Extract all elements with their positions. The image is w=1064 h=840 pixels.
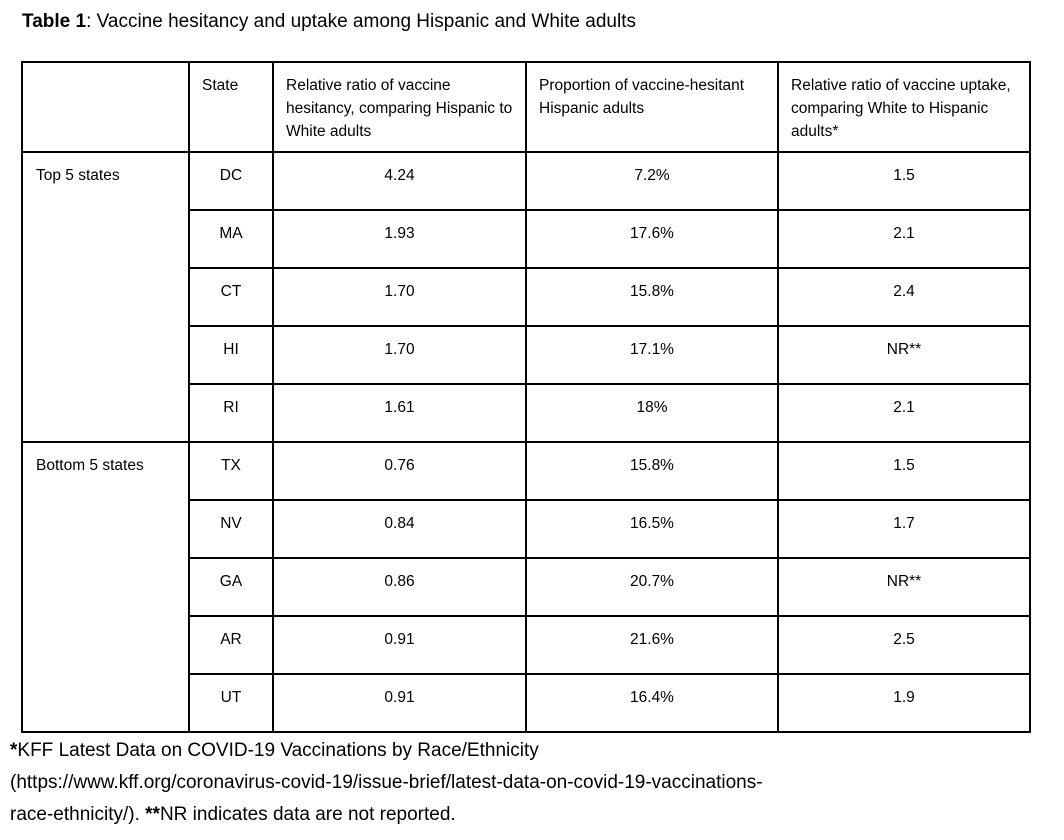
table-row: CT 1.70 15.8% 2.4 [22,267,1031,327]
hesitant-proportion-cell: 15.8% [525,441,779,501]
hesitancy-ratio-cell: 0.91 [272,615,527,675]
table-row: GA 0.86 20.7% NR** [22,557,1031,617]
uptake-ratio-cell: 2.1 [777,209,1031,269]
header-row: State Relative ratio of vaccine hesitanc… [21,61,1031,153]
footnote-nr-text: NR indicates data are not reported. [159,804,456,825]
table-row: HI 1.70 17.1% NR** [22,325,1031,385]
uptake-ratio-cell: 1.5 [777,151,1031,211]
hesitant-proportion-cell: 20.7% [525,557,779,617]
uptake-ratio-cell: 1.9 [777,673,1031,733]
vaccine-data-table: State Relative ratio of vaccine hesitanc… [21,61,1031,733]
hesitancy-ratio-cell: 1.70 [272,325,527,385]
hesitancy-ratio-cell: 0.84 [272,499,527,559]
footnote-line-1: *KFF Latest Data on COVID-19 Vaccination… [10,735,1064,767]
footnote-asterisk: * [10,740,18,761]
hesitant-proportion-cell: 17.6% [525,209,779,269]
hesitancy-ratio-cell: 1.70 [272,267,527,327]
table-caption-label: Table 1 [22,11,87,32]
hesitant-proportion-cell: 17.1% [525,325,779,385]
state-cell: RI [188,383,274,443]
group-label-cell: Top 5 states [21,151,190,443]
table-row: Bottom 5 states TX 0.76 15.8% 1.5 [21,441,1031,733]
uptake-ratio-cell: 2.4 [777,267,1031,327]
table-row: MA 1.93 17.6% 2.1 [22,209,1031,269]
uptake-ratio-cell: 2.1 [777,383,1031,443]
state-cell: CT [188,267,274,327]
hesitant-proportion-cell: 15.8% [525,267,779,327]
footnote-source-text: KFF Latest Data on COVID-19 Vaccinations… [17,740,539,761]
uptake-ratio-cell: NR** [777,557,1031,617]
uptake-ratio-cell: 1.7 [777,499,1031,559]
footnote-line-2: (https://www.kff.org/coronavirus-covid-1… [10,767,1064,799]
hesitant-proportion-cell: 18% [525,383,779,443]
uptake-ratio-cell: NR** [777,325,1031,385]
state-cell: MA [188,209,274,269]
hesitancy-ratio-cell: 0.91 [272,673,527,733]
footnote: *KFF Latest Data on COVID-19 Vaccination… [10,735,1064,831]
uptake-ratio-cell: 1.5 [777,441,1031,501]
header-group-empty [21,61,190,153]
group-label-cell: Bottom 5 states [21,441,190,733]
header-hesitancy-ratio: Relative ratio of vaccine hesitancy, com… [272,61,527,153]
footnote-url-end-text: race-ethnicity/). [10,804,146,825]
hesitancy-ratio-cell: 0.86 [272,557,527,617]
hesitancy-ratio-cell: 1.93 [272,209,527,269]
hesitant-proportion-cell: 16.5% [525,499,779,559]
table-caption: Table 1: Vaccine hesitancy and uptake am… [22,9,1064,35]
state-cell: HI [188,325,274,385]
hesitancy-ratio-cell: 0.76 [272,441,527,501]
uptake-ratio-cell: 2.5 [777,615,1031,675]
hesitant-proportion-cell: 7.2% [525,151,779,211]
table-row: NV 0.84 16.5% 1.7 [22,499,1031,559]
table-row: UT 0.91 16.4% 1.9 [22,673,1031,733]
header-uptake-ratio: Relative ratio of vaccine uptake, compar… [777,61,1031,153]
state-cell: DC [188,151,274,211]
table-row: AR 0.91 21.6% 2.5 [22,615,1031,675]
state-cell: GA [188,557,274,617]
table-caption-text: : Vaccine hesitancy and uptake among His… [86,11,636,32]
table-row: Top 5 states DC 4.24 7.2% 1.5 [21,151,1031,443]
header-state: State [188,61,274,153]
state-cell: TX [188,441,274,501]
state-cell: AR [188,615,274,675]
footnote-url-text: (https://www.kff.org/coronavirus-covid-1… [10,772,763,793]
footnote-double-asterisk: ** [145,804,160,825]
state-cell: UT [188,673,274,733]
hesitancy-ratio-cell: 4.24 [272,151,527,211]
hesitant-proportion-cell: 16.4% [525,673,779,733]
header-hesitant-proportion: Proportion of vaccine-hesitant Hispanic … [525,61,779,153]
table-row: RI 1.61 18% 2.1 [22,383,1031,443]
hesitant-proportion-cell: 21.6% [525,615,779,675]
hesitancy-ratio-cell: 1.61 [272,383,527,443]
state-cell: NV [188,499,274,559]
footnote-line-3: race-ethnicity/). **NR indicates data ar… [10,799,1064,831]
